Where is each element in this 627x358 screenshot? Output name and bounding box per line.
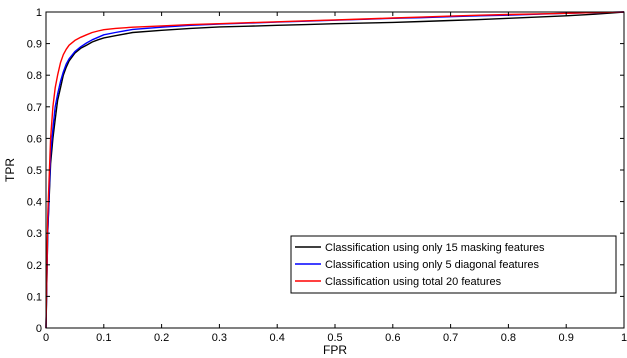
legend-label-2: Classification using only 5 diagonal fea… <box>325 259 540 271</box>
legend-label-3: Classification using total 20 features <box>325 276 502 288</box>
x-tick-label: 0.7 <box>443 332 458 344</box>
x-tick-label: 0.3 <box>212 332 227 344</box>
x-tick-label: 0.4 <box>270 332 285 344</box>
series-line-3 <box>45 11 625 329</box>
y-axis: 0 0.1 0.2 0.3 0.4 0.5 0.6 0.7 0.8 0.9 1 <box>27 7 624 335</box>
x-tick-label: 0.1 <box>96 332 111 344</box>
legend-label-1: Classification using only 15 masking fea… <box>325 242 545 254</box>
y-tick-label: 0.2 <box>27 260 42 272</box>
x-axis-label: FPR <box>323 343 347 357</box>
x-tick-label: 0 <box>43 332 49 344</box>
x-axis: 0 0.1 0.2 0.3 0.4 0.5 0.6 0.7 0.8 0.9 1 <box>43 12 627 344</box>
y-tick-label: 0.9 <box>27 39 42 51</box>
legend-box <box>290 235 617 294</box>
y-tick-label: 0.8 <box>27 70 42 82</box>
y-tick-label: 0 <box>36 323 42 335</box>
y-tick-label: 0.5 <box>27 165 42 177</box>
series-line-1 <box>45 11 625 329</box>
y-tick-label: 0.3 <box>27 228 42 240</box>
x-tick-label: 0.2 <box>154 332 169 344</box>
legend: Classification using only 15 masking fea… <box>290 235 617 294</box>
legend-entries: Classification using only 15 masking fea… <box>295 242 545 288</box>
x-tick-label: 0.9 <box>559 332 574 344</box>
y-axis-label: TPR <box>3 158 17 182</box>
y-tick-label: 1 <box>36 7 42 19</box>
x-tick-label: 0.6 <box>385 332 400 344</box>
y-tick-label: 0.4 <box>27 197 42 209</box>
series-layer <box>45 11 625 329</box>
x-tick-label: 0.5 <box>327 332 342 344</box>
y-tick-label: 0.6 <box>27 133 42 145</box>
y-tick-label: 0.1 <box>27 291 42 303</box>
x-tick-label: 0.8 <box>501 332 516 344</box>
y-tick-label: 0.7 <box>27 102 42 114</box>
x-tick-label: 1 <box>621 332 627 344</box>
